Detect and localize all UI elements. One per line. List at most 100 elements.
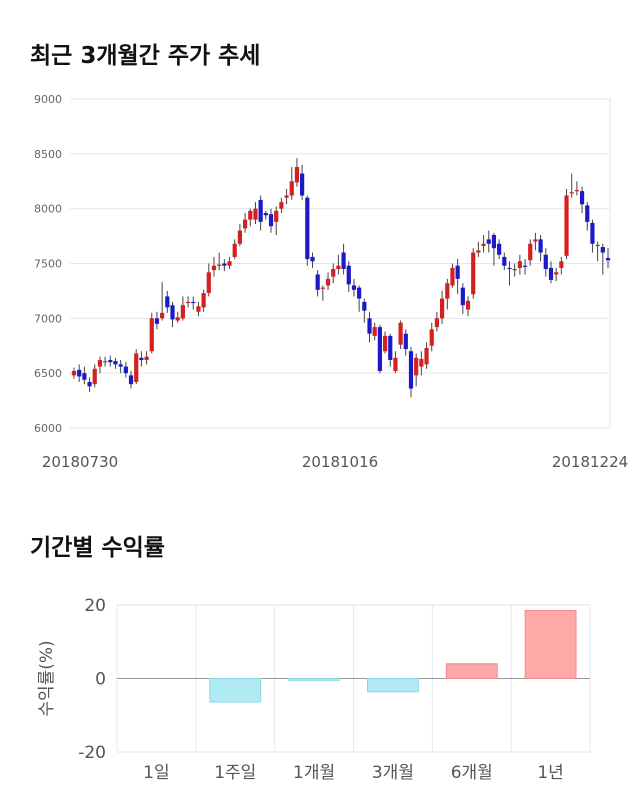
candle-body <box>579 191 585 205</box>
candle-body <box>564 195 569 256</box>
x-tick-label: 20181224 <box>552 453 628 471</box>
return-bar <box>209 678 262 703</box>
candle-body <box>403 333 408 350</box>
candle-body <box>419 358 424 367</box>
candle-body <box>476 250 481 253</box>
x-tick-label: 20180730 <box>42 453 118 471</box>
category-label: 1개월 <box>293 763 335 783</box>
candle-body <box>154 318 160 324</box>
candle-body <box>134 353 139 382</box>
candle-body <box>362 301 367 311</box>
candle-body <box>533 239 538 242</box>
candle-body <box>543 254 548 269</box>
candle-body <box>393 357 398 371</box>
candle-body <box>165 296 170 308</box>
category-label: 1주일 <box>214 763 256 783</box>
candle-body <box>481 243 486 246</box>
candle-body <box>465 300 471 310</box>
candle-body <box>123 366 128 374</box>
candle-body <box>455 265 460 279</box>
candle-body <box>310 256 315 262</box>
y-tick-label: 7500 <box>34 258 62 271</box>
candle-body <box>336 265 341 269</box>
candle-body <box>325 278 331 286</box>
candle-body <box>242 219 248 229</box>
candle-body <box>77 369 82 377</box>
returns-bar-chart: -20 0 20 수익률(%) 1일 1주일 1개월 3개월 6개월 1년 <box>37 596 591 783</box>
candle-body <box>279 202 284 209</box>
candle-body <box>377 327 382 371</box>
candle-body <box>263 213 268 216</box>
candle-body <box>118 364 123 367</box>
candle-body <box>217 264 222 266</box>
candle-body <box>196 306 201 312</box>
candle-body <box>388 335 393 361</box>
candle-body <box>595 244 600 247</box>
candle-body <box>185 301 191 304</box>
candle-body <box>605 258 611 261</box>
candle-body <box>284 195 289 198</box>
candle-body <box>491 234 497 249</box>
candle-body <box>382 335 388 352</box>
candle-body <box>92 368 97 385</box>
candle-body <box>372 327 377 336</box>
category-label: 1일 <box>143 763 169 783</box>
candle-body <box>294 166 300 183</box>
candle-body <box>450 267 455 286</box>
category-label: 3개월 <box>372 763 414 783</box>
candle-body <box>538 239 543 253</box>
candle-body <box>600 247 605 253</box>
candle-body <box>227 261 232 266</box>
candle-body <box>103 361 108 363</box>
candle-body <box>528 243 533 261</box>
candle-body <box>82 373 87 380</box>
candle-body <box>398 322 403 345</box>
candle-body <box>97 360 103 367</box>
candle-body <box>315 274 320 290</box>
candle-body <box>517 261 522 268</box>
candle-body <box>300 173 305 196</box>
candle-body <box>497 243 502 255</box>
y-tick-label: -20 <box>78 743 106 763</box>
category-label: 6개월 <box>451 763 493 783</box>
candle-body <box>548 267 554 280</box>
y-tick-label: 20 <box>84 596 106 616</box>
candle-body <box>559 261 564 268</box>
candle-body <box>305 197 310 260</box>
candle-body <box>522 265 528 267</box>
candle-body <box>144 356 149 361</box>
candle-body <box>424 347 429 365</box>
candle-body <box>408 351 414 389</box>
candle-body <box>320 287 325 289</box>
candle-body <box>414 357 419 376</box>
y-tick-label: 8500 <box>34 148 62 161</box>
candle-body <box>439 298 445 319</box>
price-trend-title: 최근 3개월간 주가 추세 <box>30 43 261 69</box>
candle-body <box>434 318 440 328</box>
candle-body <box>471 252 476 295</box>
candle-body <box>289 181 294 196</box>
y-axis-label: 수익률(%) <box>37 640 57 716</box>
return-bar <box>367 678 419 693</box>
candle-body <box>341 252 346 269</box>
candle-body <box>222 263 227 266</box>
candle-body <box>590 222 595 244</box>
candle-body <box>71 370 77 376</box>
candle-body <box>486 239 491 244</box>
y-tick-label: 0 <box>95 670 106 690</box>
candle-body <box>248 210 253 220</box>
candle-body <box>160 312 165 319</box>
period-returns-title: 기간별 수익률 <box>30 535 165 561</box>
candle-body <box>211 265 217 271</box>
candle-body <box>128 375 134 385</box>
candle-body <box>253 208 258 220</box>
candle-body <box>445 283 450 299</box>
candle-body <box>367 318 372 334</box>
candle-body <box>149 318 154 352</box>
candle-body <box>170 305 175 320</box>
return-bar <box>524 610 577 680</box>
candle-body <box>232 243 237 257</box>
candle-body <box>274 210 279 222</box>
candle-body <box>113 361 118 365</box>
candle-body <box>554 272 559 275</box>
